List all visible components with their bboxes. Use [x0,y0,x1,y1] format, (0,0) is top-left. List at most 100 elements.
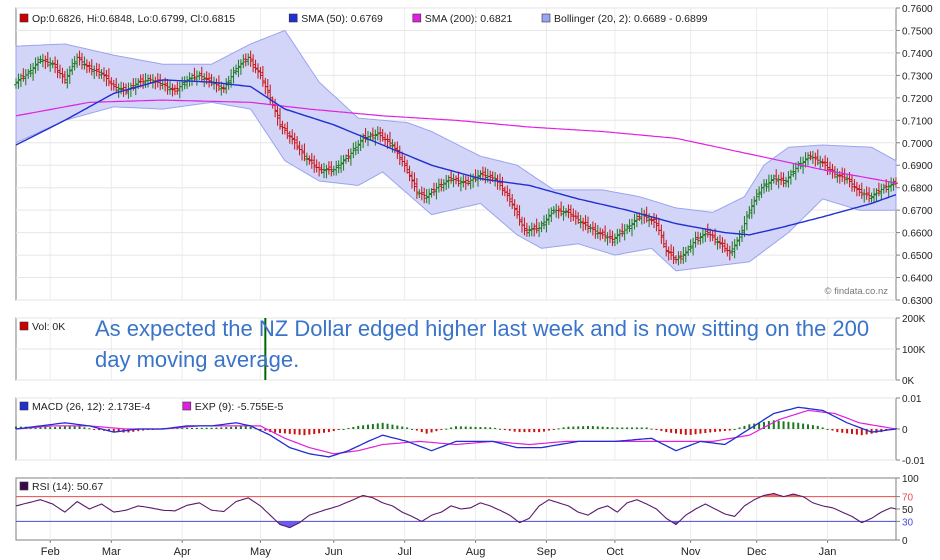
ohlc-bar [529,222,534,237]
macd-hist-bar [391,424,394,429]
price-y-tick-label: 0.6500 [902,251,933,262]
macd-hist-bar [455,426,457,429]
ohlc-bar [600,228,605,239]
ohlc-bar [317,161,322,177]
ohlc-bar [182,76,187,90]
ohlc-bar [104,69,109,87]
price-y-tick-label: 0.6800 [902,184,933,195]
ohlc-bar [718,234,722,249]
macd-y-tick-label: 0.01 [902,394,922,405]
macd-hist-bar [538,429,541,433]
ohlc-bar [524,222,529,237]
macd-hist-bar [679,429,682,435]
ohlc-bar [627,219,632,233]
macd-hist-bar [626,427,629,429]
ohlc-bar [700,228,705,244]
ohlc-bar [590,221,595,236]
volume-y-tick-label: 100K [902,345,926,356]
ohlc-bar [652,212,656,228]
ohlc-bar [512,199,517,217]
macd-hist-bar [743,425,746,429]
ohlc-bar [268,84,273,105]
ohlc-bar [872,188,876,204]
macd-hist-bar [650,428,653,430]
ohlc-bar [539,221,544,233]
ohlc-bar [238,59,243,75]
ohlc-bar [326,161,331,175]
ohlc-bar [231,66,236,84]
ohlc-bar [358,134,363,152]
ohlc-bar [881,183,886,194]
ohlc-bar [603,225,608,242]
ohlc-bar [744,211,749,231]
macd-hist-bar [860,429,863,436]
macd-hist-bar [337,429,340,431]
ohlc-bar [31,62,36,81]
ohlc-bar [282,123,287,135]
ohlc-bar [461,174,466,188]
ohlc-bar [33,57,38,74]
ohlc-bar [666,246,671,261]
macd-legend-swatch [182,401,192,411]
ohlc-bar [488,170,493,184]
ohlc-bar [788,169,793,185]
ohlc-bar [341,154,346,171]
macd-hist-bar [748,424,751,429]
ohlc-bar [620,223,625,237]
ohlc-bar [593,222,598,239]
macd-hist-bar [660,429,663,431]
macd-hist-bar [78,426,81,429]
macd-hist-bar [318,429,321,434]
macd-hist-bar [704,429,707,434]
sma200-line [15,99,897,184]
ohlc-bar [84,59,89,74]
ohlc-bar [730,241,735,256]
ohlc-bar [869,192,874,203]
rsi-overbought-fill [761,493,782,497]
ohlc-bar [762,179,766,194]
macd-hist-bar [567,426,570,429]
macd-hist-bar [63,426,66,429]
macd-hist-bar [293,429,296,435]
rsi-y-tick-label: 50 [902,505,914,516]
month-label: Dec [747,546,767,558]
macd-hist-bar [98,429,101,431]
macd-hist-bar [435,429,438,432]
ohlc-bar [256,63,260,79]
rsi-legend-label: RSI (14): 50.67 [32,481,103,493]
macd-hist-bar [728,429,731,431]
ohlc-bar [659,224,664,244]
ohlc-bar [586,216,590,234]
macd-hist-bar [142,429,145,431]
macd-hist-bar [54,427,57,429]
ohlc-bar [850,174,854,192]
ohlc-bar [99,69,104,79]
macd-hist-bar [49,427,52,429]
ohlc-bar [436,178,441,193]
ohlc-bar [779,171,784,185]
macd-hist-bar [396,425,399,429]
ohlc-bar [190,73,194,86]
ohlc-bar [546,208,551,225]
ohlc-bar [561,205,566,221]
ohlc-bar [507,188,512,207]
ohlc-bar [407,165,412,182]
ohlc-bar [21,68,26,82]
ohlc-bar [874,188,879,202]
ohlc-bar [146,74,150,88]
macd-hist-bar [533,429,536,433]
macd-hist-bar [557,428,560,430]
macd-hist-bar [220,427,223,429]
macd-hist-bar [191,427,193,429]
ohlc-bar [405,159,410,174]
ohlc-bar [510,193,515,210]
ohlc-bar [532,223,537,237]
macd-hist-bar [508,429,511,431]
macd-hist-bar [855,429,858,435]
ohlc-bar [148,74,153,84]
ohlc-bar [116,83,121,98]
ohlc-bar [681,246,686,264]
ohlc-bar [307,155,312,165]
ohlc-bar [894,177,898,188]
macd-hist-bar [587,425,589,429]
